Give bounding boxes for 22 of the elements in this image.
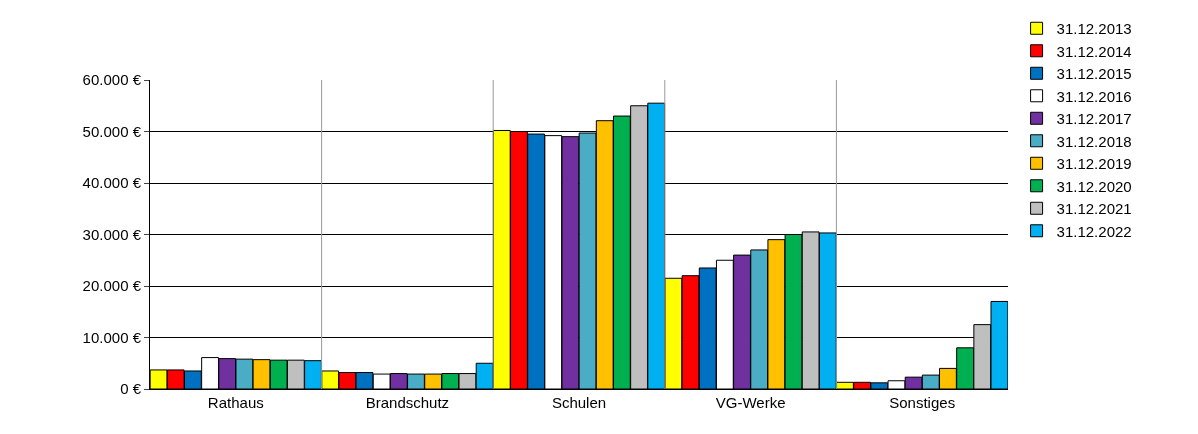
y-tick-label: 20.000 € bbox=[82, 277, 142, 295]
y-tick-label: 0 € bbox=[120, 380, 142, 398]
legend-label: 31.12.2022 bbox=[1056, 222, 1132, 240]
x-tick-label: Schulen bbox=[551, 394, 607, 411]
x-tick-label: VG-Werke bbox=[715, 394, 786, 411]
x-tick-label: Rathaus bbox=[207, 394, 264, 411]
legend-label: 31.12.2014 bbox=[1056, 42, 1132, 60]
y-tick-label: 50.000 € bbox=[82, 122, 142, 140]
legend-label: 31.12.2015 bbox=[1056, 65, 1132, 83]
legend-label: 31.12.2020 bbox=[1056, 177, 1132, 195]
legend-label: 31.12.2016 bbox=[1056, 87, 1132, 105]
y-tick-label: 10.000 € bbox=[82, 328, 142, 346]
legend-label: 31.12.2017 bbox=[1056, 110, 1132, 128]
y-tick-label: 40.000 € bbox=[82, 174, 142, 192]
x-tick-label: Sonstiges bbox=[889, 394, 956, 411]
legend-label: 31.12.2019 bbox=[1056, 155, 1132, 173]
y-tick-label: 60.000 € bbox=[82, 71, 142, 89]
x-tick-label: Brandschutz bbox=[365, 394, 450, 411]
legend-label: 31.12.2013 bbox=[1056, 20, 1132, 38]
y-tick-label: 30.000 € bbox=[82, 225, 142, 243]
legend-label: 31.12.2021 bbox=[1056, 200, 1132, 218]
legend-label: 31.12.2018 bbox=[1056, 132, 1132, 150]
